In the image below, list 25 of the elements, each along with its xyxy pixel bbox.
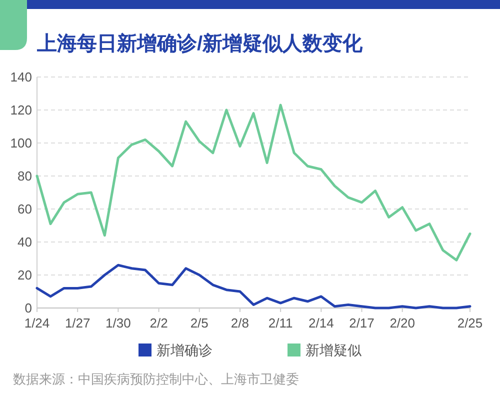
y-tick-label: 60: [18, 202, 32, 216]
legend-label: 新增确诊: [156, 342, 212, 358]
x-tick-label: 2/2: [150, 316, 168, 330]
y-tick-label: 0: [24, 300, 32, 316]
line-series: [36, 104, 472, 262]
y-tick-label: 20: [18, 268, 32, 282]
y-tick-label: 140: [10, 70, 32, 84]
x-tick-label: 2/25: [457, 316, 483, 330]
x-tick-label: 1/24: [24, 316, 50, 330]
x-tick-label: 2/5: [190, 316, 208, 330]
x-tick-label: 2/14: [308, 316, 334, 330]
source-note: 数据来源：中国疾病预防控制中心、上海市卫健委: [13, 372, 299, 386]
y-tick-label: 40: [18, 234, 32, 250]
x-tick-label: 1/27: [64, 316, 90, 330]
line-series: [36, 264, 472, 310]
y-tick-label: 120: [10, 102, 32, 118]
y-tick-label: 100: [10, 136, 32, 150]
chart-title: 上海每日新增确诊/新增疑似人数变化: [36, 32, 364, 55]
y-tick-label: 80: [18, 168, 32, 184]
x-tick-label: 2/17: [349, 316, 374, 330]
x-tick-label: 2/20: [390, 316, 415, 330]
x-tick-label: 2/11: [268, 316, 293, 330]
legend-label: 新增疑似: [306, 342, 362, 358]
x-tick-label: 2/8: [230, 316, 250, 330]
x-tick-label: 1/30: [106, 316, 131, 330]
